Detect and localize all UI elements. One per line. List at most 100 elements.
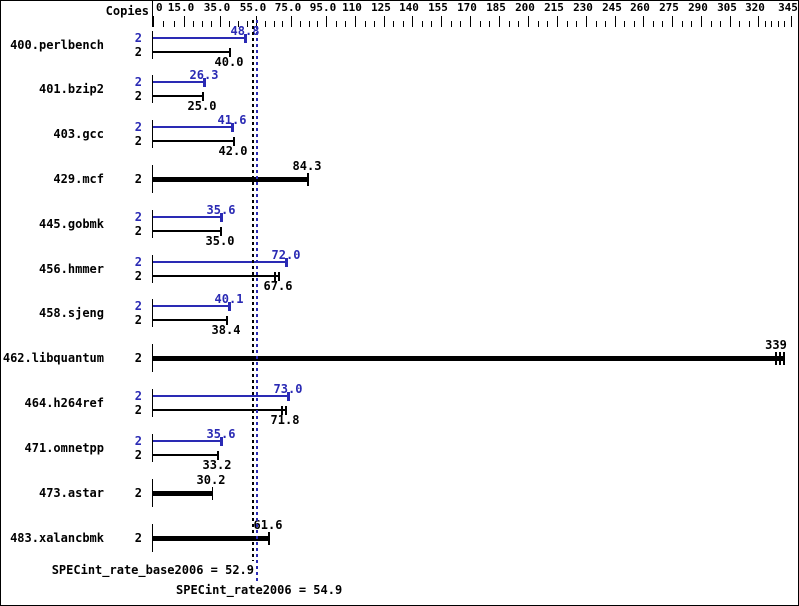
copies-value: 2 xyxy=(134,75,142,89)
copies-value: 2 xyxy=(134,389,142,403)
bar-value-label: 48.8 xyxy=(230,24,260,38)
benchmark-label: 445.gobmk xyxy=(38,217,104,231)
bar-value-label: 40.0 xyxy=(214,55,244,69)
axis-major-tick xyxy=(730,16,731,27)
row-baseline xyxy=(152,210,153,238)
axis-major-tick xyxy=(791,16,792,27)
bar-end-tick xyxy=(281,406,283,415)
axis-major-tick xyxy=(615,16,616,27)
axis-major-tick xyxy=(412,16,413,27)
axis-minor-tick xyxy=(720,21,721,27)
axis-minor-tick xyxy=(765,21,766,27)
axis-major-tick xyxy=(184,16,185,27)
benchmark-label: 429.mcf xyxy=(53,172,104,186)
axis-minor-tick xyxy=(193,21,194,27)
axis-tick-label: 15.0 xyxy=(167,1,195,14)
row-baseline xyxy=(152,31,153,59)
axis-tick-label: 170 xyxy=(457,1,477,14)
bar-end-tick xyxy=(268,532,270,545)
bar-end-tick xyxy=(287,392,290,401)
bar-value-label: 30.2 xyxy=(196,473,226,487)
bar-value-label: 25.0 xyxy=(187,99,217,113)
axis-tick-label: 260 xyxy=(630,1,650,14)
peak-bar xyxy=(153,216,223,218)
copies-value: 2 xyxy=(134,31,142,45)
base-bar xyxy=(153,140,235,142)
axis-minor-tick xyxy=(247,21,248,27)
bar-end-tick xyxy=(783,352,785,365)
axis-tick-label: 95.0 xyxy=(309,1,337,14)
bar-value-label: 41.6 xyxy=(217,113,247,127)
copies-value: 2 xyxy=(134,531,142,545)
row-baseline xyxy=(152,389,153,417)
bar-end-tick xyxy=(229,48,231,57)
bar-value-label: 84.3 xyxy=(292,159,322,173)
bar-value-label: 67.6 xyxy=(263,279,293,293)
axis-tick-label: 155 xyxy=(428,1,448,14)
axis-tick-label: 140 xyxy=(399,1,419,14)
copies-value: 2 xyxy=(134,313,142,327)
axis-major-tick xyxy=(499,16,500,27)
bar-value-label: 35.6 xyxy=(206,203,236,217)
bar-value-label: 35.0 xyxy=(205,234,235,248)
bar-end-tick xyxy=(228,302,231,311)
bar-value-label: 73.0 xyxy=(273,382,303,396)
axis-minor-tick xyxy=(309,21,310,27)
axis-minor-tick xyxy=(634,21,635,27)
axis-tick-label: 290 xyxy=(688,1,708,14)
axis-tick-label: 125 xyxy=(371,1,391,14)
copies-column-header: Copies xyxy=(105,4,149,18)
copies-value: 2 xyxy=(134,299,142,313)
axis-minor-tick xyxy=(451,21,452,27)
benchmark-label: 401.bzip2 xyxy=(38,82,104,96)
row-baseline xyxy=(152,479,153,507)
axis-major-tick xyxy=(220,16,221,27)
bar-value-label: 40.1 xyxy=(214,292,244,306)
axis-minor-tick xyxy=(509,21,510,27)
axis-tick-label: 110 xyxy=(342,1,362,14)
axis-minor-tick xyxy=(596,21,597,27)
copies-value: 2 xyxy=(134,172,142,186)
bar-value-label: 339 xyxy=(765,338,787,352)
axis-major-tick xyxy=(384,16,385,27)
peak-bar xyxy=(153,37,247,39)
copies-value: 2 xyxy=(134,486,142,500)
copies-value: 2 xyxy=(134,269,142,283)
peak-bar xyxy=(153,126,234,128)
base-score-text: SPECint_rate_base2006 = 52.9 xyxy=(51,563,254,577)
axis-separator-line xyxy=(152,1,153,27)
axis-minor-tick xyxy=(202,21,203,27)
copies-value: 2 xyxy=(134,351,142,365)
axis-minor-tick xyxy=(662,21,663,27)
axis-tick-label: 0 xyxy=(156,1,163,14)
bar-end-tick xyxy=(217,451,219,460)
bar-end-tick xyxy=(220,437,223,446)
base-bar xyxy=(153,409,287,411)
peak-score-dotted-line xyxy=(256,20,258,583)
copies-value: 2 xyxy=(134,89,142,103)
peak-bar xyxy=(153,440,223,442)
axis-major-tick xyxy=(153,16,154,27)
axis-minor-tick xyxy=(739,21,740,27)
axis-minor-tick xyxy=(538,21,539,27)
bar-end-tick xyxy=(202,92,204,101)
copies-value: 2 xyxy=(134,120,142,134)
row-baseline xyxy=(152,75,153,103)
bar-end-tick xyxy=(233,137,235,146)
copies-value: 2 xyxy=(134,224,142,238)
axis-minor-tick xyxy=(174,21,175,27)
axis-minor-tick xyxy=(229,21,230,27)
bar-end-tick xyxy=(203,78,206,87)
axis-minor-tick xyxy=(393,21,394,27)
axis-major-tick xyxy=(701,16,702,27)
bar-end-tick xyxy=(220,227,222,236)
base-bar xyxy=(153,177,309,182)
bar-value-label: 35.6 xyxy=(206,427,236,441)
bar-end-tick xyxy=(285,406,287,415)
axis-tick-label: 230 xyxy=(573,1,593,14)
axis-tick-label: 320 xyxy=(745,1,765,14)
axis-minor-tick xyxy=(345,21,346,27)
peak-bar xyxy=(153,395,290,397)
axis-tick-label: 55.0 xyxy=(239,1,267,14)
axis-minor-tick xyxy=(771,21,772,27)
